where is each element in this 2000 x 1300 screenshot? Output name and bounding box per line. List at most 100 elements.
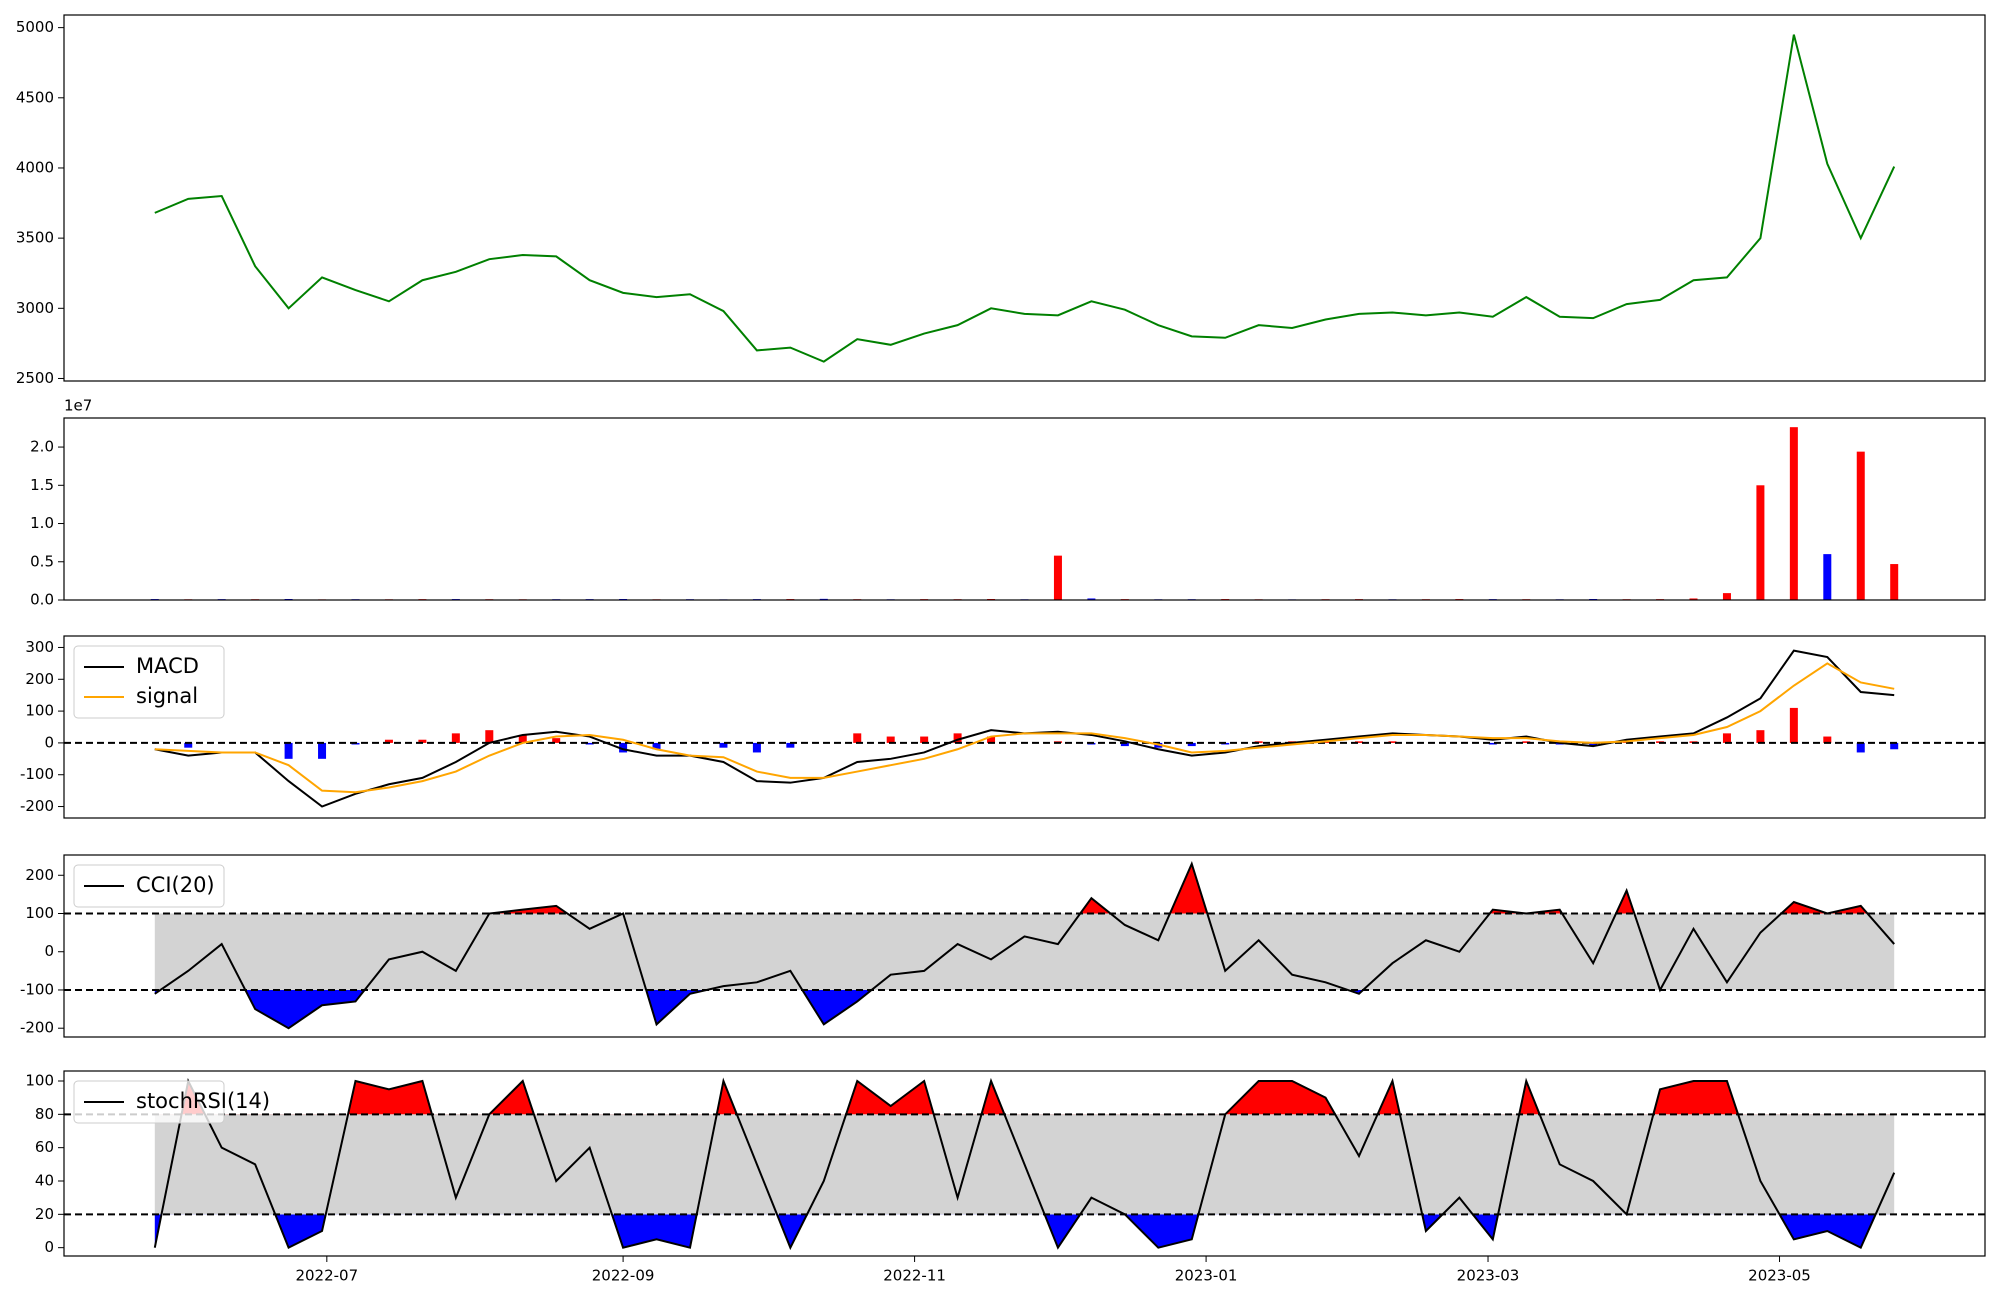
histogram-bar [1488, 742, 1497, 745]
histogram-bar [318, 742, 327, 759]
histogram-bar [920, 736, 929, 743]
y-tick-label: 80 [35, 1105, 54, 1123]
y-tick-label: 300 [25, 638, 54, 656]
y-tick-label: 4000 [16, 158, 54, 176]
y-tick-label: 0 [44, 1238, 54, 1256]
oversold-fill [154, 989, 1895, 1029]
y-tick-label: 2.0 [30, 438, 54, 456]
y-tick-label: 0.5 [30, 552, 54, 570]
volume-bar [1789, 427, 1798, 600]
histogram-bar [1823, 736, 1832, 743]
histogram-bar [652, 742, 661, 750]
threshold-band [154, 913, 1895, 990]
legend-label: CCI(20) [136, 873, 215, 897]
overbought-fill [154, 1081, 1895, 1115]
histogram-bar [786, 742, 795, 748]
volume-bar [1890, 564, 1899, 600]
panel: 0 20 40 60 80 100 stochRSI(14) 2022-07 2022-09 20… [25, 1070, 1986, 1285]
y-tick-label: 1.5 [30, 476, 54, 494]
plot-area [64, 1077, 1985, 1251]
volume-bar [1053, 555, 1062, 600]
histogram-bar [1388, 741, 1397, 743]
volume-bar [1087, 598, 1096, 600]
legend-box [73, 645, 225, 719]
y-tick-label: 20 [35, 1205, 54, 1223]
y-tick-label: -100 [20, 980, 54, 998]
histogram-bar [184, 742, 193, 748]
y-tick-label: -200 [20, 1019, 54, 1037]
histogram-bar [1789, 707, 1798, 743]
volume-bar [1856, 451, 1865, 600]
series-line [153, 1077, 1896, 1251]
y-tick-label: 4500 [16, 88, 54, 106]
panel-frame [63, 854, 1986, 1038]
histogram-bar [1120, 742, 1129, 747]
histogram-bar [1355, 741, 1364, 743]
histogram-bar [886, 736, 895, 743]
y-tick-label: -200 [20, 797, 54, 815]
y-tick-label: 0 [44, 733, 54, 751]
x-tick-label: 2023-05 [1748, 1267, 1811, 1285]
x-tick-label: 2022-11 [883, 1267, 946, 1285]
panel: -200 -100 0 100 200 300 MACD signal [20, 635, 1986, 819]
histogram-bar [1756, 730, 1765, 743]
panel: -200 -100 0 100 200 CCI(20) [20, 854, 1986, 1038]
panel-frame [63, 635, 1986, 819]
panel-frame [63, 1070, 1986, 1257]
panel: 2500 3000 3500 4000 4500 5000 [16, 14, 1986, 387]
y-tick-label: 40 [35, 1172, 54, 1190]
y-tick-label: 3500 [16, 229, 54, 247]
plot-area [154, 34, 1896, 363]
plot-area [150, 427, 1899, 600]
y-tick-label: 1.0 [30, 514, 54, 532]
histogram-bar [987, 736, 996, 743]
y-tick-label: -100 [20, 765, 54, 783]
plot-area [64, 860, 1985, 1030]
y-tick-label: 100 [25, 702, 54, 720]
histogram-bar [619, 742, 628, 753]
panel-frame [63, 417, 1986, 601]
histogram-bar [953, 733, 962, 743]
x-tick-label: 2022-07 [295, 1267, 358, 1285]
panel: 0.0 0.5 1.0 1.5 2.0 1e7 [30, 397, 1986, 609]
histogram-bar [752, 742, 761, 753]
legend-box [73, 1080, 225, 1124]
histogram-bar [384, 739, 393, 743]
histogram-bar [451, 733, 460, 743]
y-tick-label: 100 [25, 904, 54, 922]
histogram-bar [719, 742, 728, 748]
x-tick-label: 2023-01 [1175, 1267, 1238, 1285]
legend-label: signal [136, 684, 198, 708]
histogram-bar [485, 730, 494, 743]
histogram-bar [1890, 742, 1899, 750]
y-tick-label: 200 [25, 866, 54, 884]
legend-box [73, 864, 225, 908]
volume-bar [1823, 554, 1832, 600]
series-line [154, 860, 1895, 1030]
panel-frame [63, 14, 1986, 382]
histogram-bar [1722, 733, 1731, 743]
y-tick-label: 5000 [16, 18, 54, 36]
histogram-bar [1589, 742, 1598, 747]
y-tick-label: 2500 [16, 369, 54, 387]
series-line [154, 662, 1895, 794]
histogram-bar [284, 742, 293, 759]
y-tick-label: 0.0 [30, 591, 54, 609]
series-line [154, 34, 1896, 363]
x-tick-label: 2022-09 [592, 1267, 655, 1285]
y-tick-label: 200 [25, 670, 54, 688]
y-tick-label: 0 [44, 942, 54, 960]
histogram-bar [418, 739, 427, 743]
plot-area [64, 649, 1985, 808]
histogram-bar [552, 738, 561, 743]
y-tick-label: 100 [25, 1072, 54, 1090]
y-tick-label: 3000 [16, 299, 54, 317]
legend-label: stochRSI(14) [136, 1089, 270, 1113]
volume-bar [1689, 598, 1698, 600]
histogram-bar [1522, 741, 1531, 743]
axis-offset-label: 1e7 [64, 397, 92, 415]
histogram-bar [853, 733, 862, 743]
legend-label: MACD [136, 654, 199, 678]
